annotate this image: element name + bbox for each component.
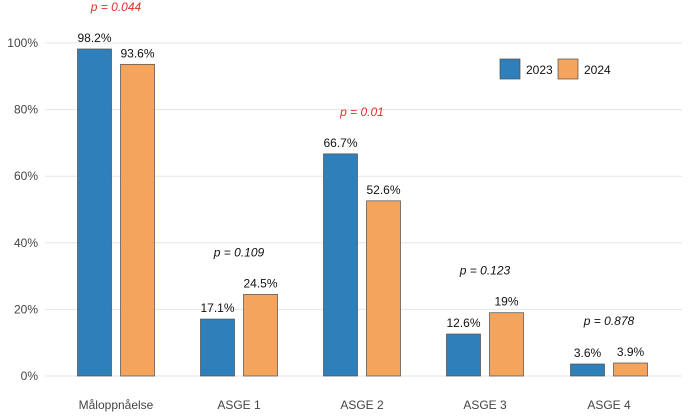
y-tick-label: 0% [21, 369, 39, 383]
legend-label: 2024 [584, 63, 611, 77]
y-tick-label: 20% [14, 302, 38, 316]
data-label: 19% [494, 295, 518, 309]
bars [77, 48, 648, 377]
legend-swatch-2023 [499, 58, 521, 80]
data-label: 3.9% [617, 345, 645, 359]
bar-2024-3 [489, 312, 524, 377]
bar-2024-2 [366, 200, 401, 377]
y-axis-ticks: 0% 20% 40% 60% 80% 100% [7, 36, 38, 383]
p-value-label: p = 0.878 [583, 314, 635, 328]
p-value-label: p = 0.109 [213, 245, 265, 259]
y-tick-label: 40% [14, 236, 38, 250]
x-tick-label: ASGE 1 [217, 398, 261, 412]
x-axis-ticks: Måloppnåelse ASGE 1 ASGE 2 ASGE 3 ASGE 4 [79, 398, 631, 412]
legend-swatch-2024 [557, 58, 579, 80]
data-label: 98.2% [77, 31, 111, 45]
data-label: 52.6% [366, 183, 400, 197]
p-value-label: p = 0.01 [339, 105, 384, 119]
p-value-label: p = 0.044 [90, 0, 142, 14]
p-value-label: p = 0.123 [459, 264, 511, 278]
bar-2024-1 [243, 294, 278, 377]
data-label: 3.6% [574, 346, 602, 360]
x-tick-label: ASGE 3 [463, 398, 507, 412]
legend: 2023 2024 [499, 58, 611, 80]
data-label: 12.6% [446, 316, 480, 330]
bar-2023-0 [77, 48, 112, 377]
y-tick-label: 80% [14, 103, 38, 117]
data-label: 17.1% [200, 301, 234, 315]
bar-2023-1 [200, 318, 235, 377]
bar-2023-4 [570, 363, 605, 377]
data-label: 24.5% [243, 276, 277, 290]
x-tick-label: ASGE 4 [587, 398, 631, 412]
p-value-annotations: p = 0.044 p = 0.109 p = 0.01 p = 0.123 p = 0… [90, 0, 635, 328]
bar-2023-2 [323, 153, 358, 377]
y-tick-label: 60% [14, 169, 38, 183]
data-label: 93.6% [120, 46, 154, 60]
legend-label: 2023 [526, 63, 553, 77]
bar-2024-0 [120, 63, 155, 377]
data-labels: 98.2% 93.6% 17.1% 24.5% 66.7% 52.6% 12.6% 19% 3.… [77, 31, 644, 360]
y-tick-label: 100% [7, 36, 38, 50]
bar-2024-4 [613, 362, 648, 377]
x-tick-label: ASGE 2 [340, 398, 384, 412]
x-tick-label: Måloppnåelse [79, 398, 154, 412]
bar-2023-3 [446, 333, 481, 377]
data-label: 66.7% [323, 136, 357, 150]
